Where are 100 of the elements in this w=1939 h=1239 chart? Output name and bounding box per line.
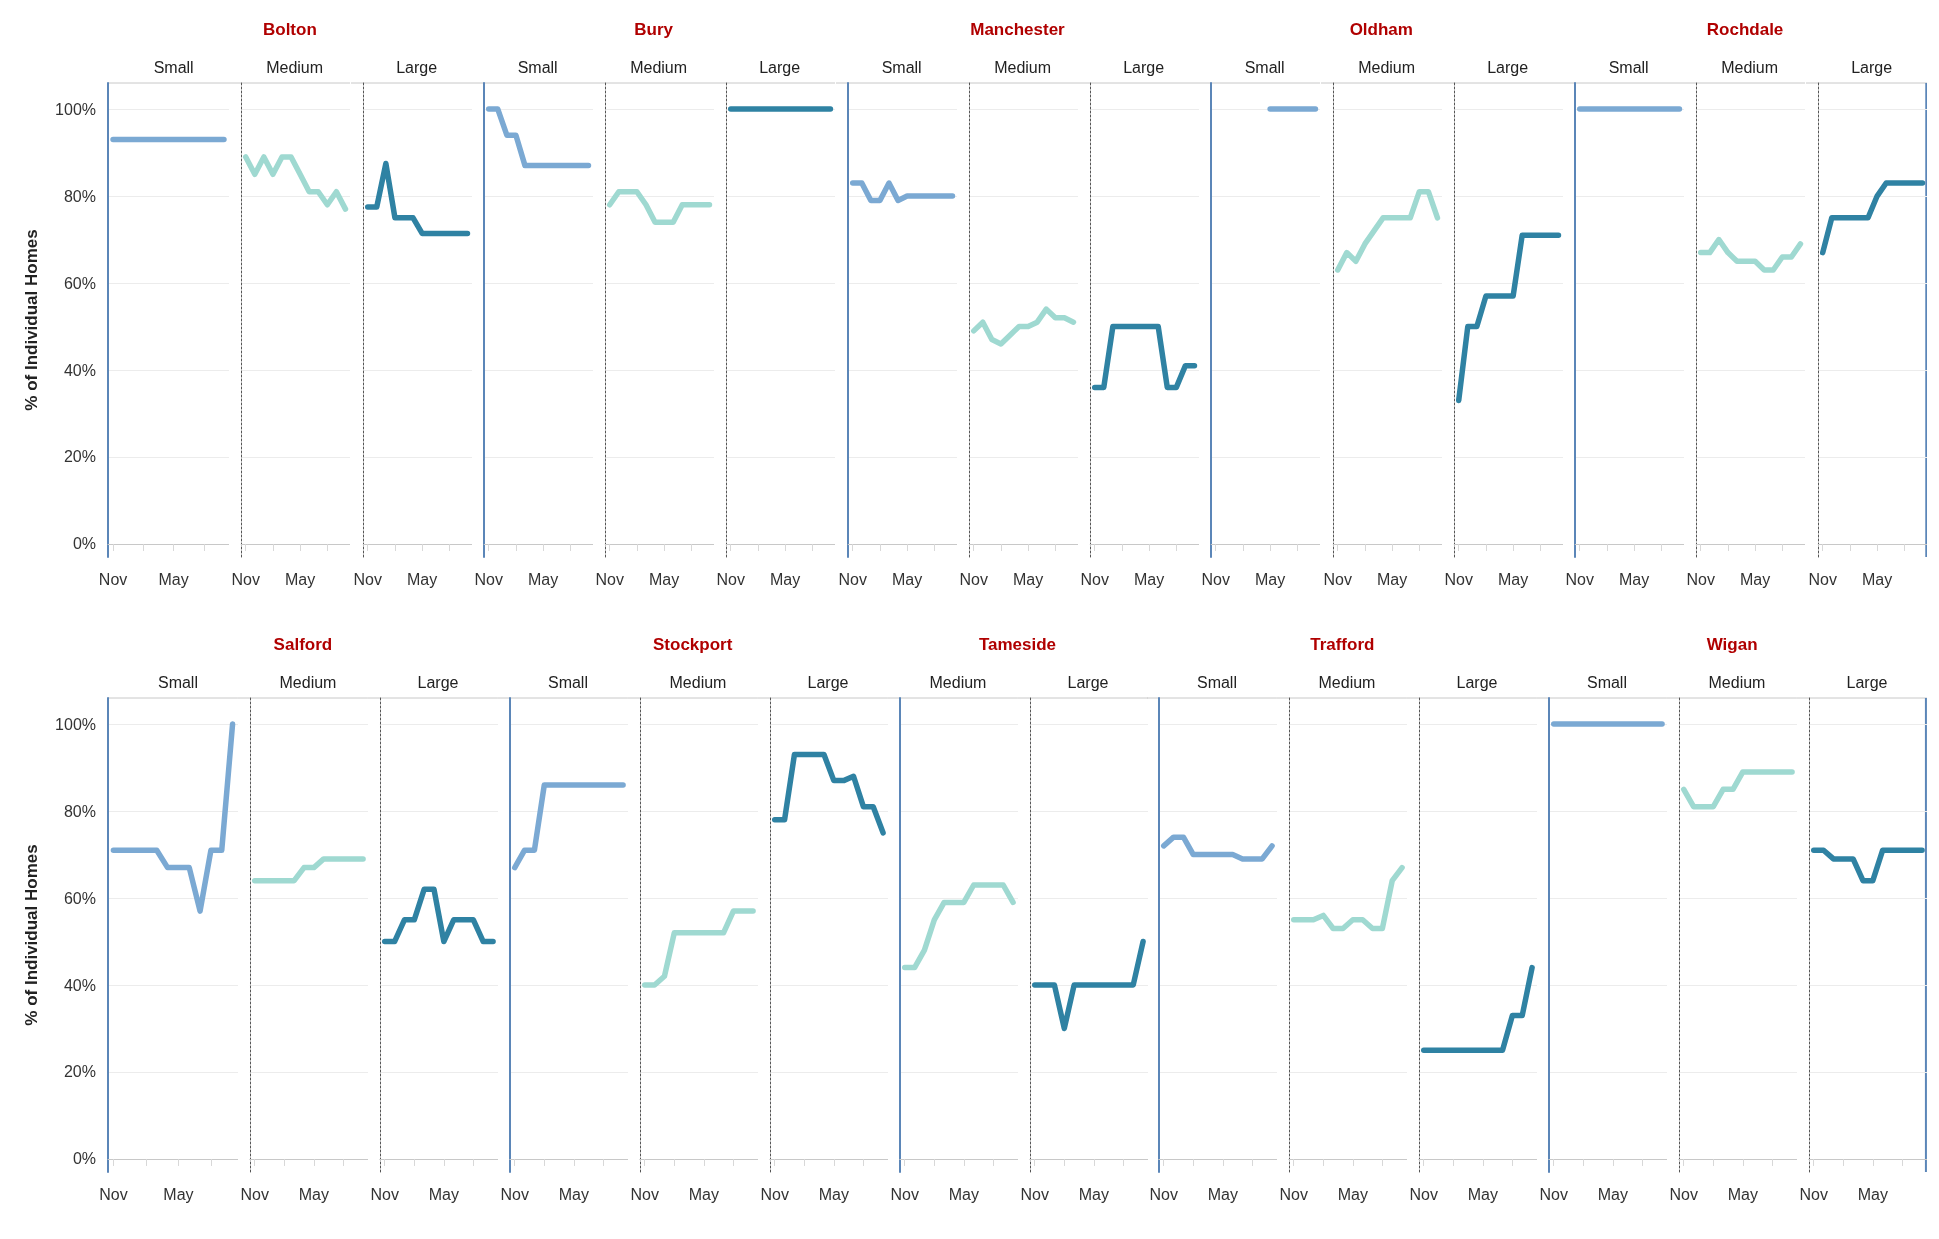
x-tick-label: May xyxy=(891,570,922,588)
x-tick-label: Nov xyxy=(1669,1185,1699,1203)
chart-subtitle: Large xyxy=(1487,58,1529,76)
y-tick-label: 0% xyxy=(72,1150,96,1168)
x-tick-label: Nov xyxy=(1149,1185,1179,1203)
x-tick-label: May xyxy=(1376,570,1407,588)
y-tick-label: 40% xyxy=(63,976,96,994)
chart-subtitle: Medium xyxy=(1357,58,1415,76)
y-tick-label: 100% xyxy=(55,100,96,118)
y-axis-title: % of Individual Homes xyxy=(22,844,41,1026)
chart-title: Trafford xyxy=(1309,635,1376,655)
chart-subtitle: Large xyxy=(1123,58,1165,76)
y-tick-label: 60% xyxy=(63,889,96,907)
chart-subtitle: Large xyxy=(759,58,801,76)
x-tick-label: May xyxy=(298,1185,329,1203)
x-tick-label: Nov xyxy=(595,570,625,588)
x-tick-label: Nov xyxy=(1444,570,1473,588)
x-tick-label: Nov xyxy=(240,1185,269,1203)
x-tick-label: May xyxy=(158,570,189,588)
x-tick-label: May xyxy=(770,570,801,588)
x-tick-label: May xyxy=(1134,570,1165,588)
chart-subtitle: Small xyxy=(1245,58,1286,76)
y-tick-label: 60% xyxy=(63,274,96,292)
chart-subtitle: Small xyxy=(157,673,198,691)
chart-subtitle: Medium xyxy=(994,58,1051,76)
x-tick-label: May xyxy=(406,570,437,588)
y-tick-label: 40% xyxy=(63,361,96,379)
chart-title: Tameside xyxy=(977,635,1058,655)
x-tick-label: Nov xyxy=(98,570,128,588)
x-tick-label: May xyxy=(1727,1185,1759,1203)
chart-subtitle: Large xyxy=(807,673,849,691)
x-tick-label: May xyxy=(688,1185,719,1203)
x-tick-label: Nov xyxy=(1565,570,1595,588)
y-tick-label: 80% xyxy=(63,187,96,205)
y-tick-label: 20% xyxy=(63,448,96,466)
chart-subtitle: Medium xyxy=(266,58,324,76)
chart-subtitle: Medium xyxy=(279,673,337,691)
x-tick-label: Nov xyxy=(1279,1185,1309,1203)
x-tick-label: Nov xyxy=(959,570,988,588)
chart-title: Stockport xyxy=(652,635,734,655)
x-tick-label: Nov xyxy=(474,570,503,588)
y-tick-label: 100% xyxy=(55,715,96,733)
x-tick-label: May xyxy=(1497,570,1529,588)
x-tick-label: May xyxy=(1857,1185,1889,1203)
x-tick-label: Nov xyxy=(716,570,746,588)
chart-subtitle: Large xyxy=(1850,58,1892,76)
x-tick-label: May xyxy=(1619,570,1650,588)
chart-title: Wigan xyxy=(1705,635,1759,655)
x-tick-label: Nov xyxy=(1799,1185,1829,1203)
x-tick-label: Nov xyxy=(1201,570,1231,588)
x-tick-label: May xyxy=(285,570,316,588)
chart-subtitle: Small xyxy=(881,58,922,76)
x-tick-label: Nov xyxy=(1080,570,1110,588)
x-tick-label: May xyxy=(1467,1185,1499,1203)
x-tick-label: Nov xyxy=(630,1185,659,1203)
chart-subtitle: Large xyxy=(417,673,459,691)
chart-subtitle: Large xyxy=(1067,673,1109,691)
chart-title: Salford xyxy=(272,635,334,655)
chart-subtitle: Small xyxy=(1608,58,1649,76)
y-axis-title: % of Individual Homes xyxy=(22,229,41,411)
x-tick-label: May xyxy=(1861,570,1892,588)
chart-title: Manchester xyxy=(969,20,1066,40)
chart-subtitle: Medium xyxy=(669,673,727,691)
x-tick-label: May xyxy=(1078,1185,1109,1203)
chart-title: Bury xyxy=(633,20,675,40)
x-tick-label: May xyxy=(1338,1185,1369,1203)
chart-subtitle: Small xyxy=(517,58,558,76)
x-tick-label: Nov xyxy=(1323,570,1352,588)
x-tick-label: May xyxy=(1597,1185,1629,1203)
y-tick-label: 20% xyxy=(63,1063,96,1081)
x-tick-label: May xyxy=(163,1185,194,1203)
x-tick-label: May xyxy=(948,1185,979,1203)
x-tick-label: May xyxy=(527,570,559,588)
x-tick-label: May xyxy=(428,1185,459,1203)
chart-subtitle: Small xyxy=(547,673,588,691)
x-tick-label: May xyxy=(558,1185,589,1203)
chart-title: Oldham xyxy=(1348,20,1414,40)
chart-subtitle: Medium xyxy=(929,673,986,691)
x-tick-label: May xyxy=(1208,1185,1239,1203)
chart-subtitle: Medium xyxy=(630,58,688,76)
x-tick-label: Nov xyxy=(760,1185,789,1203)
chart-subtitle: Medium xyxy=(1318,673,1376,691)
chart-title: Rochdale xyxy=(1705,20,1785,40)
x-tick-label: Nov xyxy=(1808,570,1837,588)
x-tick-label: May xyxy=(1012,570,1044,588)
chart-subtitle: Large xyxy=(395,58,437,76)
y-tick-label: 80% xyxy=(63,802,96,820)
x-tick-label: May xyxy=(649,570,680,588)
x-tick-label: Nov xyxy=(838,570,867,588)
x-tick-label: Nov xyxy=(1686,570,1716,588)
chart-subtitle: Small xyxy=(1587,673,1628,691)
x-tick-label: May xyxy=(1740,570,1771,588)
x-tick-label: Nov xyxy=(1409,1185,1439,1203)
chart-subtitle: Small xyxy=(153,58,194,76)
x-tick-label: Nov xyxy=(353,570,382,588)
chart-subtitle: Small xyxy=(1197,673,1238,691)
chart-subtitle: Medium xyxy=(1721,58,1779,76)
chart-title: Bolton xyxy=(262,20,318,40)
x-tick-label: May xyxy=(818,1185,849,1203)
x-tick-label: Nov xyxy=(231,570,261,588)
